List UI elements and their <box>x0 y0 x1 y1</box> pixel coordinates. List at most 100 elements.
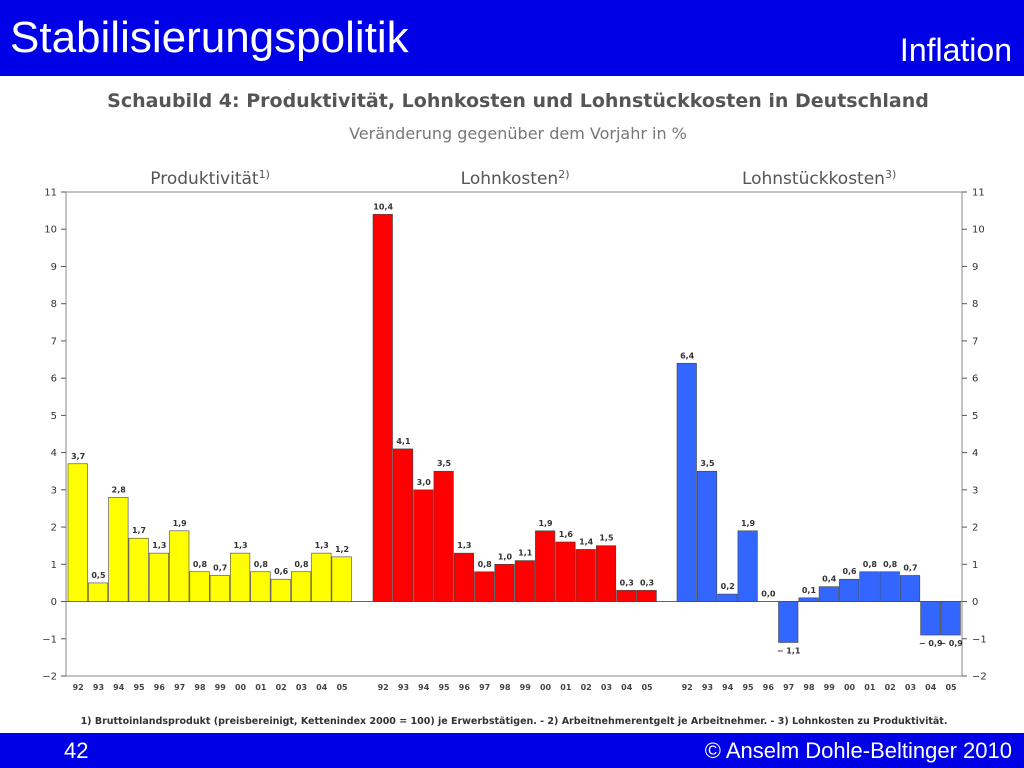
category-label: 97 <box>783 683 794 692</box>
series-label: Lohnkosten2) <box>461 168 570 189</box>
y-tick-label-right: 0 <box>972 597 978 608</box>
category-label: 03 <box>905 683 916 692</box>
category-label: 94 <box>418 683 430 692</box>
bar <box>433 470 454 602</box>
data-label: 0,7 <box>903 563 917 572</box>
data-label: 3,0 <box>417 478 432 487</box>
category-label: 92 <box>378 683 389 692</box>
series-footnote-marker: 2) <box>558 168 569 181</box>
data-label: 0,7 <box>213 563 227 572</box>
data-label: 0,6 <box>842 567 857 576</box>
y-tick-label-right: 3 <box>972 485 978 496</box>
y-tick-label-left: −1 <box>42 634 57 645</box>
bar <box>67 463 88 602</box>
series-footnote-marker: 3) <box>885 168 896 181</box>
y-tick-label-right: 2 <box>972 523 978 534</box>
category-labels-layer: 92 93 94 95 96 97 98 99 00 01 02 03 04 05 92 93 94 95 96 97… <box>73 683 957 692</box>
bar <box>372 214 393 602</box>
bar <box>290 571 312 602</box>
category-label: 93 <box>93 683 104 692</box>
data-label: 0,8 <box>193 560 208 569</box>
data-label: 0,8 <box>294 560 309 569</box>
bar <box>189 571 210 602</box>
bar <box>737 530 758 602</box>
y-tick-label-right: 4 <box>972 448 978 459</box>
bar <box>839 578 860 602</box>
category-label: 02 <box>581 683 592 692</box>
copyright-text: © Anselm Dohle-Beltinger 2010 <box>704 738 1012 763</box>
y-tick-label-left: 11 <box>44 188 57 199</box>
y-tick-label-left: 10 <box>44 225 57 236</box>
category-label: 03 <box>601 683 612 692</box>
data-label: 0,8 <box>883 560 898 569</box>
data-label: 1,2 <box>335 545 349 554</box>
category-label: 98 <box>194 683 206 692</box>
data-label: 0,8 <box>254 560 269 569</box>
y-tick-label-right: 9 <box>972 262 978 273</box>
category-label: 05 <box>945 683 957 692</box>
data-label: 0,2 <box>721 582 735 591</box>
category-label: 96 <box>154 683 166 692</box>
y-tick-label-left: 0 <box>51 597 57 608</box>
series-label: Lohnstückkosten3) <box>742 168 896 189</box>
data-label: 10,4 <box>373 202 393 211</box>
chart-figure: Schaubild 4: Produktivität, Lohnkosten u… <box>0 80 1024 732</box>
bars-layer <box>67 214 961 643</box>
y-tick-label-right: 11 <box>972 188 985 199</box>
data-label: 0,8 <box>863 560 878 569</box>
bar <box>514 560 535 602</box>
slide-footer: 42 © Anselm Dohle-Beltinger 2010 <box>0 733 1024 768</box>
data-label: 1,9 <box>173 519 188 528</box>
data-label: 0,3 <box>640 578 654 587</box>
series-footnote-marker: 1) <box>259 168 270 181</box>
data-label: 0,3 <box>620 578 634 587</box>
data-label: 1,0 <box>498 552 513 561</box>
bar <box>616 590 637 602</box>
category-label: 05 <box>336 683 348 692</box>
series-name: Lohnstückkosten <box>742 169 885 189</box>
data-label: 3,7 <box>71 452 85 461</box>
bar <box>859 571 880 602</box>
bar <box>717 593 738 602</box>
y-tick-label-left: 4 <box>51 448 57 459</box>
bar <box>575 549 596 602</box>
bar <box>676 362 697 602</box>
category-label: 97 <box>479 683 490 692</box>
category-label: 95 <box>133 683 145 692</box>
data-label: 1,3 <box>233 541 247 550</box>
y-tick-label-left: −2 <box>42 672 57 683</box>
y-tick-label-left: 3 <box>51 485 57 496</box>
chart-background <box>0 80 1024 732</box>
slide-topic: Inflation <box>899 32 1012 68</box>
category-label: 94 <box>113 683 125 692</box>
category-label: 99 <box>215 683 227 692</box>
data-label: 6,4 <box>680 351 695 360</box>
slide-header: Stabilisierungspolitik Inflation <box>0 0 1024 76</box>
data-label: 3,5 <box>437 459 452 468</box>
y-tick-label-left: 2 <box>51 523 57 534</box>
bar <box>331 556 352 602</box>
header-divider <box>0 76 1024 82</box>
bar <box>270 578 291 602</box>
chart-footnote: 1) Bruttoinlandsprodukt (preisbereinigt,… <box>81 716 948 727</box>
bar <box>899 575 921 602</box>
category-label: 98 <box>803 683 815 692</box>
category-label: 93 <box>398 683 409 692</box>
page-number: 42 <box>64 738 89 763</box>
data-label: 1,9 <box>741 519 756 528</box>
series-name: Produktivität <box>150 169 259 189</box>
plot-frame <box>65 191 963 677</box>
category-label: 96 <box>459 683 471 692</box>
data-label: 0,8 <box>478 560 493 569</box>
category-label: 04 <box>621 683 633 692</box>
bar <box>940 601 961 636</box>
data-label: 1,7 <box>132 526 146 535</box>
category-label: 01 <box>864 683 876 692</box>
bar <box>148 552 169 602</box>
y-tick-label-right: −2 <box>972 672 987 683</box>
category-label: 98 <box>499 683 511 692</box>
category-label: 99 <box>520 683 532 692</box>
bar <box>108 496 129 602</box>
slide-title: Stabilisierungspolitik <box>10 13 409 62</box>
category-label: 01 <box>560 683 572 692</box>
